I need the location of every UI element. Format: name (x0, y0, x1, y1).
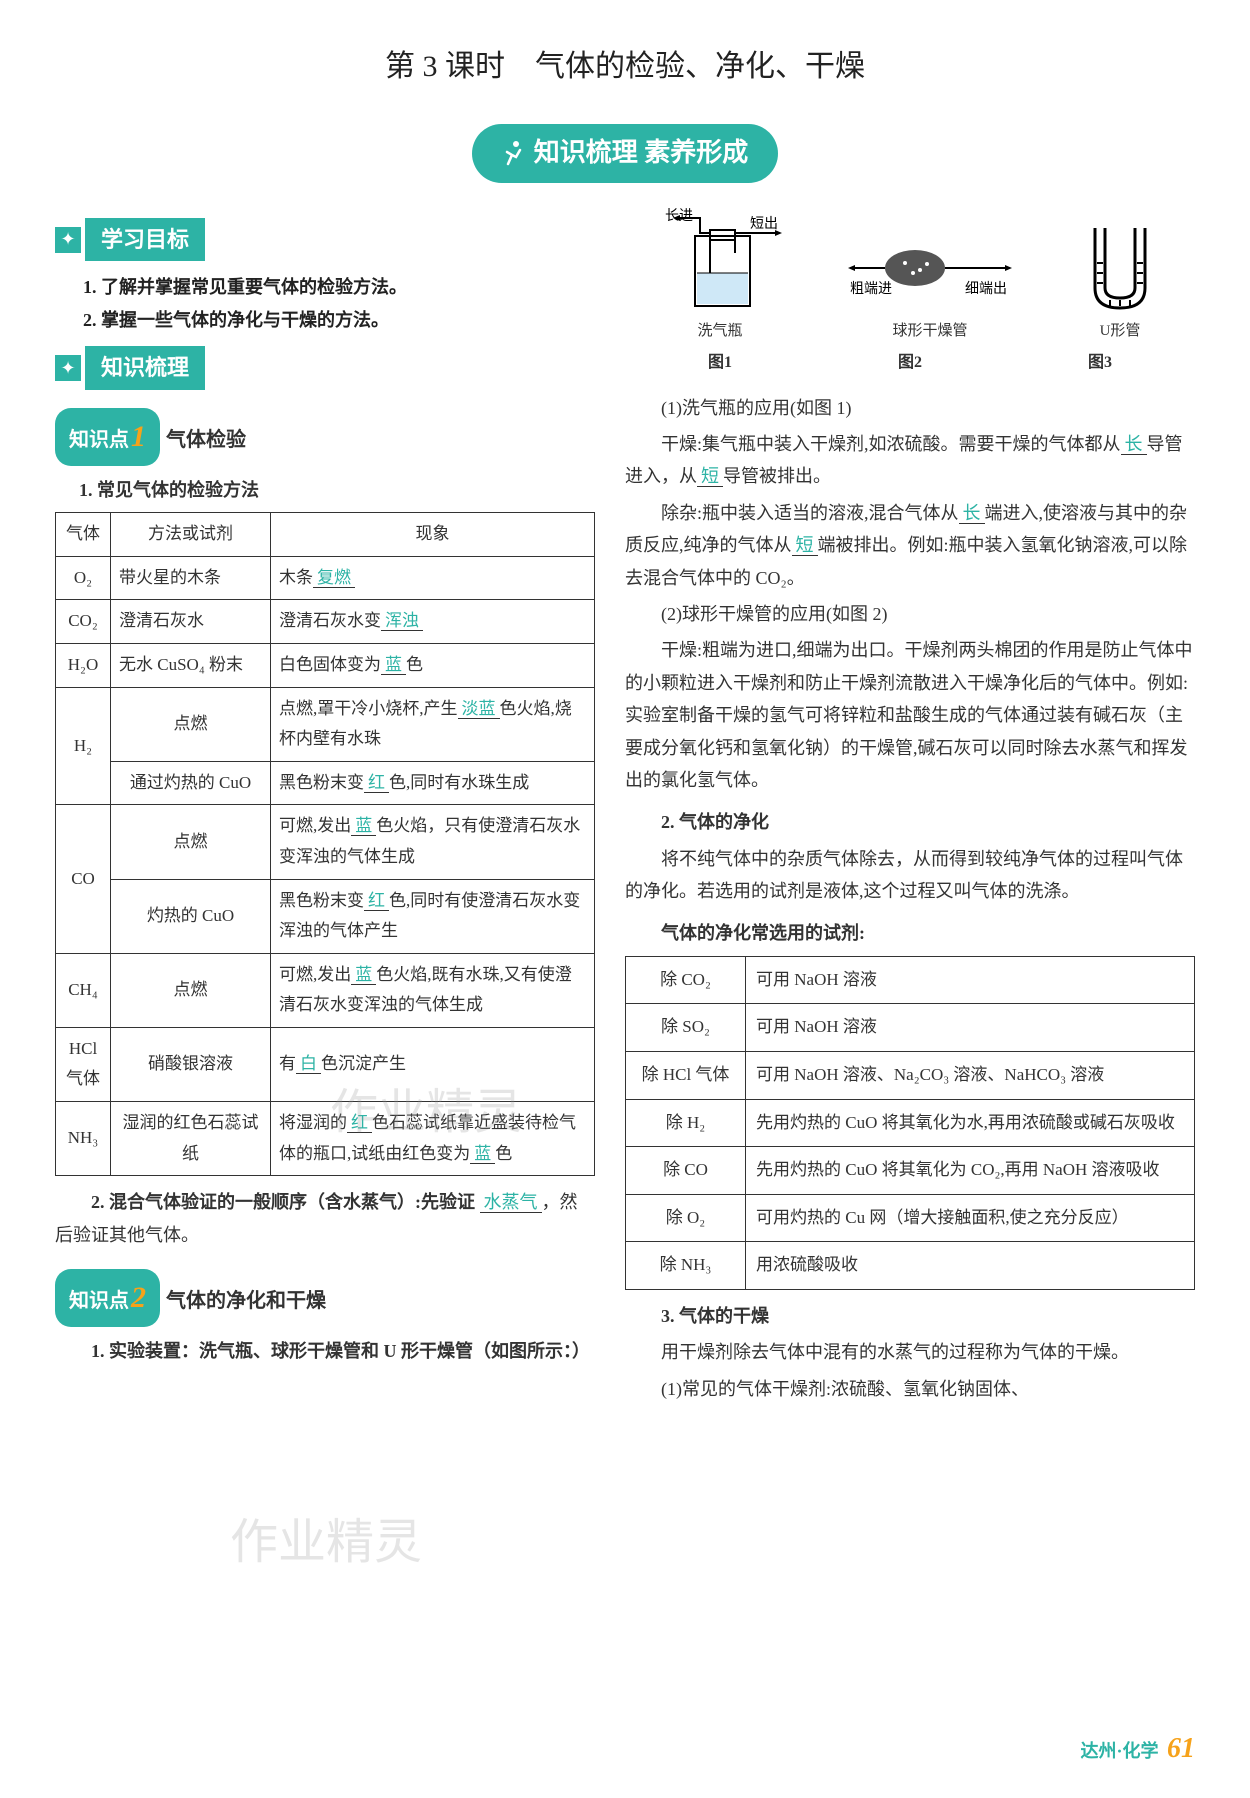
table-row: 除 SO₂可用 NaOH 溶液 (626, 1004, 1195, 1052)
table-row: 除 CO₂可用 NaOH 溶液 (626, 956, 1195, 1004)
table-row: H₂ 点燃 点燃,罩干冷小烧杯,产生淡蓝色火焰,烧杯内壁有水珠 (56, 687, 595, 761)
page-footer: 达州·化学 61 (1080, 1724, 1195, 1774)
knowledge-tag: ✦ 知识梳理 (55, 346, 595, 390)
table-row: 灼热的 CuO 黑色粉末变红色,同时有使澄清石灰水变浑浊的气体产生 (56, 879, 595, 953)
p2-body: 干燥:粗端为进口,细端为出口。干燥剂两头棉团的作用是防止气体中的小颗粒进入干燥剂… (625, 634, 1195, 796)
table-row: 除 NH₃用浓硫酸吸收 (626, 1242, 1195, 1290)
svg-text:细端出: 细端出 (965, 281, 1007, 297)
objective-item: 1. 了解并掌握常见重要气体的检验方法。 (83, 271, 595, 303)
table-row: 除 O₂可用灼热的 Cu 网（增大接触面积,使之充分反应） (626, 1194, 1195, 1242)
section-banner: 知识梳理 素养形成 (55, 124, 1195, 183)
table-row: HCl 气体 硝酸银溶液 有白色沉淀产生 (56, 1027, 595, 1101)
p2-head: (2)球形干燥管的应用(如图 2) (625, 598, 1195, 630)
reagent-h: 气体的净化常选用的试剂: (625, 917, 1195, 949)
table-row: 通过灼热的 CuO 黑色粉末变红色,同时有水珠生成 (56, 761, 595, 805)
kp2-header: 知识点2 气体的净化和干燥 (55, 1269, 595, 1327)
table-row: O₂ 带火星的木条 木条复燃 (56, 556, 595, 600)
svg-text:粗端进: 粗端进 (850, 281, 892, 297)
figure-labels: 图1 图2 图3 (625, 349, 1195, 378)
sec2-h: 2. 气体的净化 (625, 806, 1195, 838)
page-title: 第 3 课时 气体的检验、净化、干燥 (55, 40, 1195, 94)
objectives-tag: ✦ 学习目标 (55, 218, 595, 262)
sec3-p2: (1)常见的气体干燥剂:浓硫酸、氢氧化钠固体、 (625, 1373, 1195, 1405)
sec3-p1: 用干燥剂除去气体中混有的水蒸气的过程称为气体的干燥。 (625, 1336, 1195, 1368)
mix-verify: 2. 混合气体验证的一般顺序（含水蒸气）:先验证 水蒸气，然后验证其他气体。 (55, 1186, 595, 1251)
table-row: NH₃ 湿润的红色石蕊试纸 将湿润的红色石蕊试纸靠近盛装待检气体的瓶口,试纸由红… (56, 1102, 595, 1176)
apparatus-figures: 长进 短出 洗气瓶 粗端进 细端出 (625, 208, 1195, 345)
u-tube-diagram: U形管 (1075, 218, 1165, 345)
table-row: 除 HCl 气体可用 NaOH 溶液、Na₂CO₃ 溶液、NaHCO₃ 溶液 (626, 1052, 1195, 1100)
kp1-sub1: 1. 常见气体的检验方法 (79, 474, 595, 506)
gas-test-table: 气体 方法或试剂 现象 O₂ 带火星的木条 木条复燃 CO₂ 澄清石灰水 澄清石… (55, 512, 595, 1176)
p1b: 除杂:瓶中装入适当的溶液,混合气体从长端进入,使溶液与其中的杂质反应,纯净的气体… (625, 497, 1195, 594)
svg-text:短出: 短出 (750, 216, 778, 232)
wash-bottle-diagram: 长进 短出 洗气瓶 (655, 208, 785, 345)
reagent-table: 除 CO₂可用 NaOH 溶液 除 SO₂可用 NaOH 溶液 除 HCl 气体… (625, 956, 1195, 1290)
watermark: 作业精灵 (230, 1500, 422, 1586)
table-row: 除 H₂先用灼热的 CuO 将其氧化为水,再用浓硫酸或碱石灰吸收 (626, 1099, 1195, 1147)
objectives-list: 1. 了解并掌握常见重要气体的检验方法。 2. 掌握一些气体的净化与干燥的方法。 (83, 271, 595, 336)
table-row: CO₂ 澄清石灰水 澄清石灰水变浑浊 (56, 600, 595, 644)
sec2-body: 将不纯气体中的杂质气体除去，从而得到较纯净气体的过程叫气体的净化。若选用的试剂是… (625, 843, 1195, 908)
table-row: CO 点燃 可燃,发出蓝色火焰，只有使澄清石灰水变浑浊的气体生成 (56, 805, 595, 879)
runner-icon (502, 140, 526, 166)
table-row: 除 CO先用灼热的 CuO 将其氧化为 CO₂,再用 NaOH 溶液吸收 (626, 1147, 1195, 1195)
kp2-sub1: 1. 实验装置：洗气瓶、球形干燥管和 U 形干燥管（如图所示：） (55, 1335, 595, 1367)
sec3-h: 3. 气体的干燥 (625, 1300, 1195, 1332)
p1a: 干燥:集气瓶中装入干燥剂,如浓硫酸。需要干燥的气体都从长导管进入，从短导管被排出… (625, 428, 1195, 493)
banner-text: 知识梳理 素养形成 (534, 130, 749, 177)
p1-head: (1)洗气瓶的应用(如图 1) (625, 392, 1195, 424)
objective-item: 2. 掌握一些气体的净化与干燥的方法。 (83, 304, 595, 336)
table-row: H₂O 无水 CuSO₄ 粉末 白色固体变为蓝色 (56, 643, 595, 687)
table-row: CH₄ 点燃 可燃,发出蓝色火焰,既有水珠,又有使澄清石灰水变浑浊的气体生成 (56, 953, 595, 1027)
drying-tube-diagram: 粗端进 细端出 球形干燥管 (845, 238, 1015, 345)
kp1-header: 知识点1 气体检验 (55, 408, 595, 466)
